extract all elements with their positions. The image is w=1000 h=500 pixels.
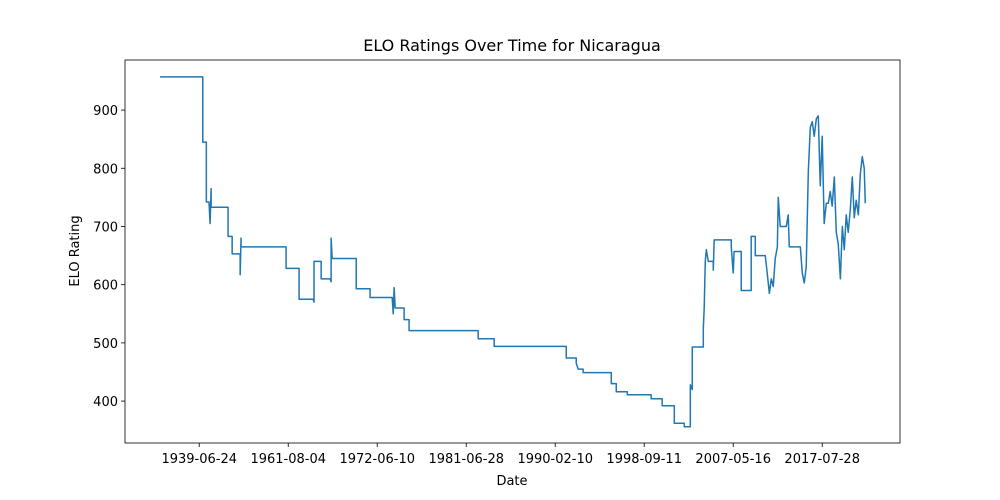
x-tick-label: 1981-06-28	[428, 452, 504, 467]
y-tick-label: 900	[93, 104, 118, 119]
y-tick-label: 400	[93, 395, 118, 410]
x-tick-label: 1939-06-24	[161, 452, 237, 467]
x-tick-label: 2017-07-28	[784, 452, 860, 467]
y-tick-label: 500	[93, 337, 118, 352]
x-tick-label: 1972-06-10	[339, 452, 415, 467]
y-tick-label: 600	[93, 279, 118, 294]
x-tick-label: 2007-05-16	[695, 452, 771, 467]
plot-frame	[124, 59, 901, 444]
y-axis-label: ELO Rating	[68, 215, 83, 286]
y-tick-label: 700	[93, 220, 118, 235]
y-tick-label: 800	[93, 162, 118, 177]
x-tick-label: 1990-02-10	[517, 452, 593, 467]
x-tick-label: 1998-09-11	[606, 452, 682, 467]
series-line	[160, 76, 867, 428]
x-axis-label: Date	[496, 474, 527, 489]
chart-title: ELO Ratings Over Time for Nicaragua	[363, 36, 661, 55]
x-tick-label: 1961-08-04	[250, 452, 326, 467]
